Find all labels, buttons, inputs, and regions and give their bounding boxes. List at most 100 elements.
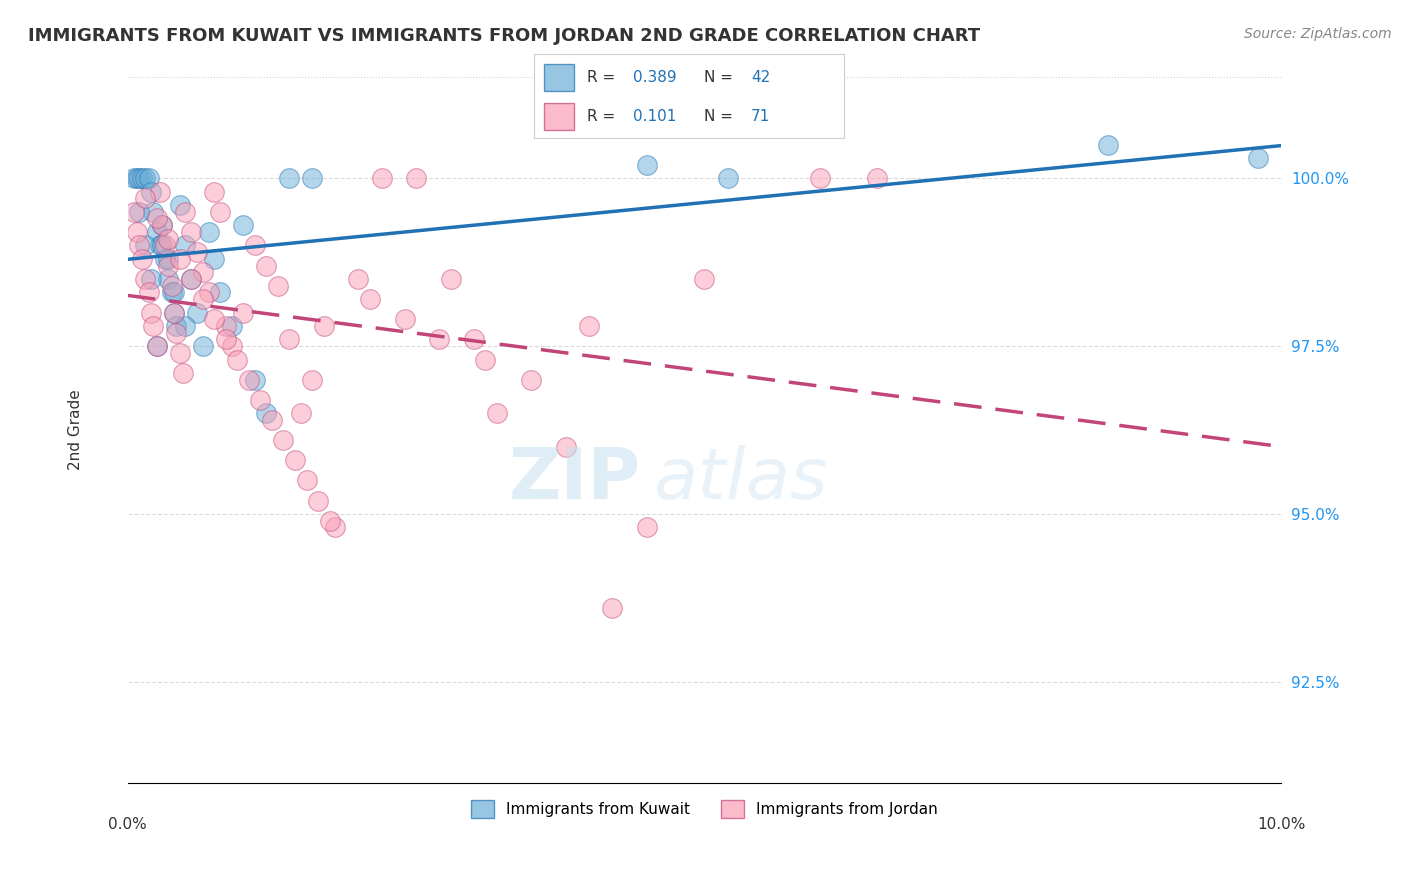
Point [254,259,277,273]
Point [636,158,658,172]
Text: atlas: atlas [652,445,827,514]
Point [165,326,187,340]
Point [145,211,167,226]
Point [232,218,254,232]
Text: ZIP: ZIP [509,445,641,514]
Point [157,259,180,273]
Point [301,171,323,186]
Point [202,312,225,326]
Point [163,305,186,319]
Point [180,272,202,286]
Point [134,272,156,286]
Point [191,265,214,279]
Point [325,520,347,534]
Point [284,453,307,467]
Text: R =: R = [586,109,620,124]
Point [160,278,183,293]
Point [142,204,165,219]
Point [142,318,165,333]
Point [139,305,162,319]
Point [290,406,312,420]
Point [221,318,243,333]
Point [174,204,197,219]
Point [555,440,578,454]
Point [157,272,180,286]
Point [693,272,716,286]
Point [249,392,271,407]
Point [145,339,167,353]
Point [125,225,148,239]
Point [209,285,232,300]
FancyBboxPatch shape [534,54,844,138]
Point [128,171,150,186]
Point [232,305,254,319]
Text: IMMIGRANTS FROM KUWAIT VS IMMIGRANTS FROM JORDAN 2ND GRADE CORRELATION CHART: IMMIGRANTS FROM KUWAIT VS IMMIGRANTS FRO… [28,27,980,45]
Point [160,285,183,300]
Point [169,252,191,266]
Point [186,305,208,319]
Point [301,373,323,387]
Point [578,318,600,333]
Point [145,225,167,239]
Text: N =: N = [704,109,738,124]
Point [866,171,889,186]
Point [463,332,485,346]
Text: 10.0%: 10.0% [1257,817,1305,832]
Point [260,413,283,427]
Point [307,493,329,508]
Point [149,185,172,199]
Text: 0.389: 0.389 [633,70,676,85]
Point [134,191,156,205]
Text: 42: 42 [751,70,770,85]
Point [153,238,176,252]
Point [186,245,208,260]
Point [267,278,290,293]
Text: R =: R = [586,70,620,85]
Point [145,339,167,353]
Point [153,252,176,266]
Point [180,272,202,286]
Point [191,292,214,306]
Point [131,171,153,186]
Text: 0.101: 0.101 [633,109,676,124]
Point [394,312,416,326]
Point [318,514,340,528]
Point [221,339,243,353]
Point [174,318,197,333]
Point [474,352,496,367]
Point [215,332,238,346]
Point [163,305,186,319]
Point [636,520,658,534]
Point [312,318,335,333]
Point [295,474,318,488]
Point [138,285,160,300]
Point [278,332,301,346]
Text: N =: N = [704,70,738,85]
Point [197,285,219,300]
Point [520,373,543,387]
Point [273,433,295,447]
Point [157,252,180,266]
Point [215,318,238,333]
Point [191,339,214,353]
Point [180,225,202,239]
Point [122,204,145,219]
Point [243,373,266,387]
Point [125,171,148,186]
Point [226,352,249,367]
Point [174,238,197,252]
Point [485,406,508,420]
Point [134,238,156,252]
Point [370,171,392,186]
Point [808,171,831,186]
FancyBboxPatch shape [544,103,575,130]
Text: Source: ZipAtlas.com: Source: ZipAtlas.com [1244,27,1392,41]
Point [600,601,623,615]
Point [238,373,260,387]
Point [169,198,191,212]
FancyBboxPatch shape [544,63,575,91]
Point [202,252,225,266]
Point [139,272,162,286]
Text: 2nd Grade: 2nd Grade [69,390,83,470]
Point [150,238,173,252]
